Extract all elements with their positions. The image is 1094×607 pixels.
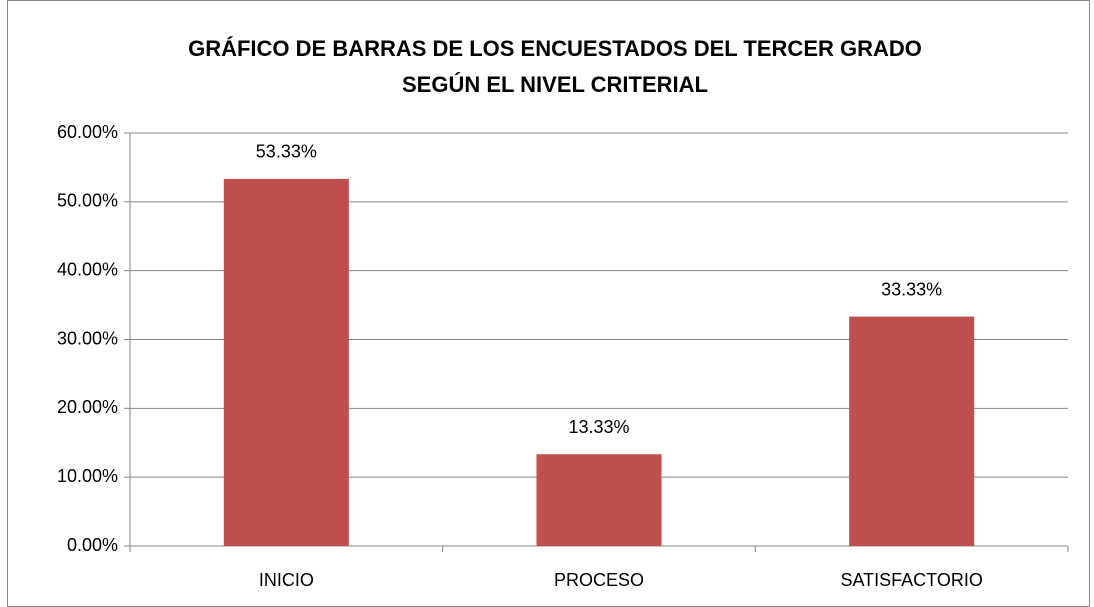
y-tick-label: 20.00% [57,397,118,417]
chart-title: GRÁFICO DE BARRAS DE LOS ENCUESTADOS DEL… [188,36,922,61]
y-tick-label: 50.00% [57,191,118,211]
data-label: 33.33% [881,279,942,299]
bar [536,454,662,546]
data-label: 53.33% [256,142,317,162]
y-tick-label: 10.00% [57,466,118,486]
x-tick-label: PROCESO [554,570,644,590]
y-tick-label: 0.00% [67,535,118,555]
y-tick-label: 60.00% [57,122,118,142]
data-label: 13.33% [568,417,629,437]
x-tick-label: SATISFACTORIO [840,570,982,590]
bar [849,316,975,546]
chart-title: SEGÚN EL NIVEL CRITERIAL [402,72,708,97]
y-tick-label: 30.00% [57,328,118,348]
bar [223,178,349,546]
y-tick-label: 40.00% [57,259,118,279]
x-tick-label: INICIO [259,570,314,590]
